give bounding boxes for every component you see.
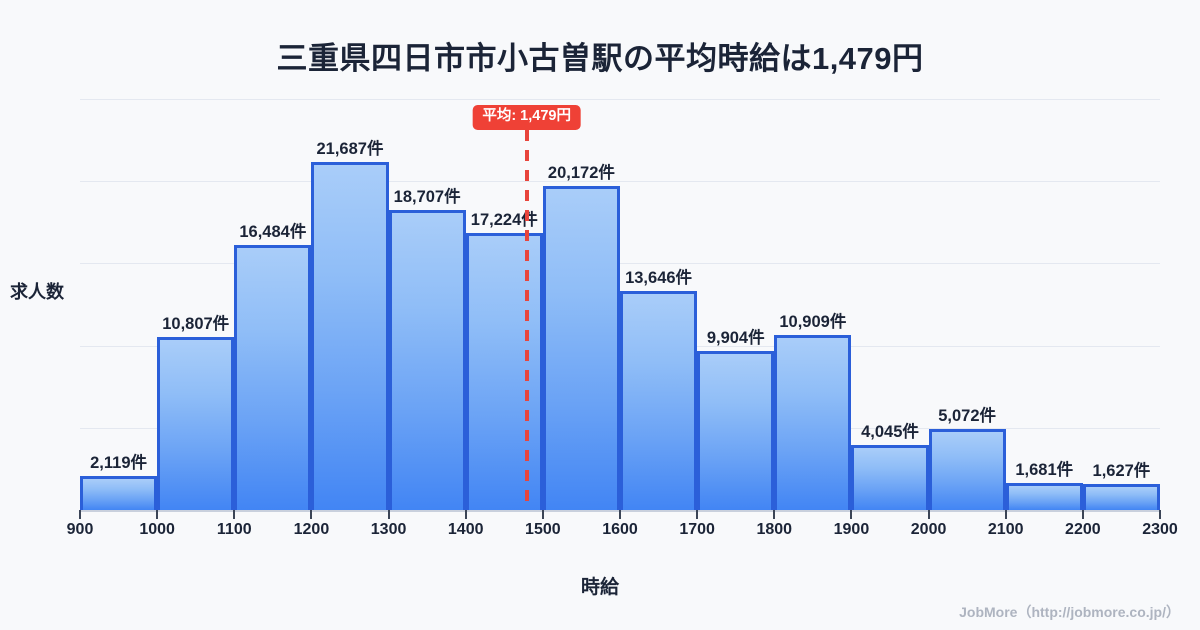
x-tick-mark xyxy=(1004,510,1007,519)
bar-value-label: 13,646件 xyxy=(625,268,693,287)
x-axis-title: 時給 xyxy=(580,577,619,598)
histogram-bar[interactable] xyxy=(620,290,698,510)
histogram-bar[interactable] xyxy=(157,336,235,510)
y-axis-title: 求人数 xyxy=(10,282,64,302)
histogram-bar[interactable] xyxy=(388,209,466,510)
histogram-bar[interactable] xyxy=(234,245,312,510)
bar-value-label: 20,172件 xyxy=(547,164,615,183)
x-tick-label: 1200 xyxy=(293,521,330,538)
histogram-bar[interactable] xyxy=(851,445,929,510)
gridline xyxy=(80,263,1160,264)
bar-value-label: 2,119件 xyxy=(90,453,148,472)
x-tick-mark xyxy=(927,510,930,519)
chart-title: 三重県四日市市小古曽駅の平均時給は1,479円 xyxy=(276,41,924,76)
average-dashed-line xyxy=(524,130,529,510)
x-tick-mark xyxy=(850,510,853,519)
x-tick-label: 1000 xyxy=(139,521,175,538)
histogram-bar[interactable] xyxy=(774,334,852,510)
x-tick-label: 1900 xyxy=(833,521,870,538)
histogram-bar[interactable] xyxy=(1005,483,1083,510)
x-tick-mark xyxy=(79,510,81,519)
bar-value-label: 17,224件 xyxy=(470,211,538,230)
histogram-bar[interactable] xyxy=(311,161,389,510)
x-tick-label: 1300 xyxy=(370,521,407,538)
bar-value-label: 18,707件 xyxy=(393,187,461,206)
histogram-bar[interactable] xyxy=(465,233,543,510)
x-tick-label: 900 xyxy=(66,521,94,538)
x-tick-mark xyxy=(233,510,236,519)
histogram-bar[interactable] xyxy=(928,428,1006,510)
x-tick-mark xyxy=(1159,510,1161,519)
x-tick-mark xyxy=(696,510,699,519)
bar-value-label: 16,484件 xyxy=(239,223,307,242)
bars-layer: 2,119件 10,807件 16,484件 21,687件 18,707件 17,224… xyxy=(80,90,1160,510)
x-tick-mark xyxy=(1081,510,1084,519)
x-tick-mark xyxy=(464,510,467,519)
x-tick-mark xyxy=(619,510,621,519)
x-tick-mark xyxy=(387,510,390,519)
x-tick-label: 2100 xyxy=(987,521,1024,538)
x-tick-mark xyxy=(773,510,776,519)
bar-value-label: 10,909件 xyxy=(779,312,847,331)
bar-value-label: 5,072件 xyxy=(938,406,997,425)
average-badge: 平均: 1,479円 xyxy=(472,105,581,130)
x-tick-label: 1600 xyxy=(602,521,638,538)
x-tick-label: 2000 xyxy=(910,521,947,538)
bar-value-label: 1,681件 xyxy=(1015,461,1074,480)
histogram-bar[interactable] xyxy=(542,186,620,510)
gridline xyxy=(80,99,1160,100)
bar-value-label: 9,904件 xyxy=(706,329,765,347)
bar-value-label: 4,045件 xyxy=(861,423,919,442)
gridline xyxy=(80,181,1160,182)
x-tick-label: 2300 xyxy=(1142,521,1178,538)
x-tick-mark xyxy=(156,510,159,519)
x-tick-mark xyxy=(541,510,544,519)
bar-value-label: 21,687件 xyxy=(316,139,384,158)
x-tick-label: 1500 xyxy=(525,521,561,538)
histogram-bar[interactable] xyxy=(1082,483,1160,510)
footer-credit: JobMore（http://jobmore.co.jp/） xyxy=(959,604,1180,620)
histogram-bar[interactable] xyxy=(80,475,158,510)
x-tick-label: 1100 xyxy=(216,521,252,538)
x-tick-label: 1800 xyxy=(756,521,793,538)
bar-value-label: 10,807件 xyxy=(162,314,230,333)
bar-value-label: 1,627件 xyxy=(1092,461,1151,480)
histogram-bar[interactable] xyxy=(697,351,775,510)
x-tick-label: 2200 xyxy=(1065,521,1101,538)
x-tick-label: 1400 xyxy=(447,521,484,538)
x-tick-label: 1700 xyxy=(679,521,715,538)
x-tick-mark xyxy=(310,510,313,519)
